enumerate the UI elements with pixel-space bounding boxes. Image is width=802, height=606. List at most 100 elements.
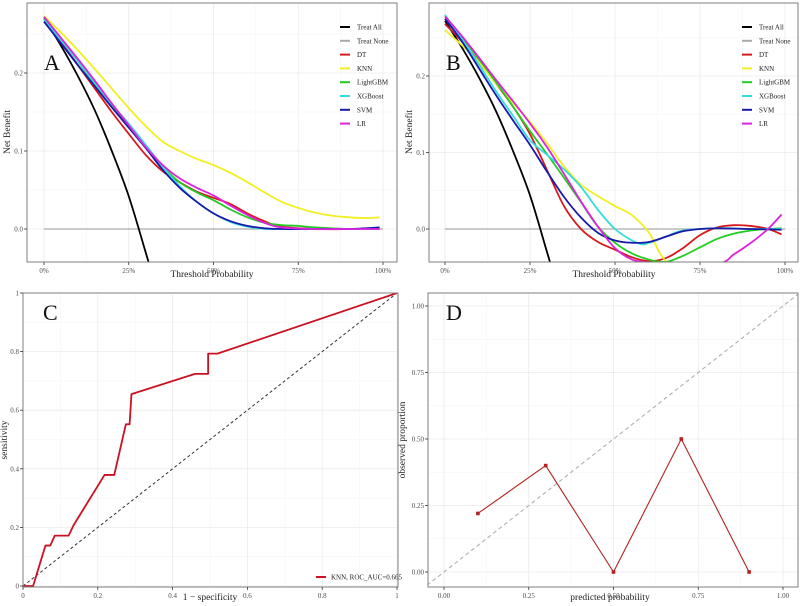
- series-group: [444, 14, 785, 262]
- series-group: [43, 15, 383, 262]
- panel-label: B: [446, 50, 461, 75]
- plot-background: [27, 3, 397, 262]
- series-line-svm: [444, 18, 782, 244]
- legend-label: DT: [759, 51, 769, 59]
- panel-label: A: [44, 50, 60, 75]
- panel-label: C: [43, 300, 58, 325]
- legend-label: Treat None: [759, 37, 790, 45]
- series-line-knn: [43, 15, 380, 219]
- plot-background: [429, 3, 798, 262]
- x-axis-title: 1 − specificity: [183, 592, 238, 603]
- x-tick-label: 1: [395, 592, 399, 600]
- y-tick-label: 0.00: [412, 569, 425, 577]
- series-group: [23, 293, 398, 587]
- y-tick-label: 0.2: [10, 524, 19, 532]
- panel-a: 0% 25% 50% 75% 100% 0.0 0.1 0.2 Threshold Probab…: [2, 2, 398, 280]
- series-line-knn-roc-auc-0-665: [23, 293, 398, 587]
- x-tick-label: 0.6: [243, 592, 252, 600]
- series-line-treat-all: [43, 17, 150, 262]
- y-tick-label: 0.0: [416, 226, 425, 234]
- x-axis-title: Threshold Probability: [170, 270, 253, 280]
- series-group: [428, 293, 798, 586]
- y-axis: 0.0 0.1 0.2: [14, 70, 27, 234]
- series-line-knn: [444, 29, 667, 262]
- series-line-lightgbm: [444, 18, 782, 262]
- series-line-reference: [23, 293, 398, 587]
- legend-label: Treat None: [357, 37, 388, 45]
- series-line-svm: [43, 20, 380, 231]
- legend-label: SVM: [759, 106, 775, 114]
- legend: Treat All Treat None DT KNN LightGBM XGBoost S…: [340, 24, 389, 128]
- legend-label: Treat All: [357, 24, 382, 32]
- x-tick-label: 25%: [122, 267, 135, 275]
- plot-frame: [26, 2, 398, 263]
- panel-d: 0.00 0.25 0.50 0.75 1.00 0.00 0.25 0.50 0.75 1.00…: [398, 292, 799, 603]
- plot-frame: [427, 292, 799, 588]
- plot-background: [23, 293, 398, 587]
- y-tick-label: 0.2: [416, 73, 425, 81]
- y-tick-label: 0.1: [14, 148, 23, 156]
- x-tick-label: 0.2: [93, 592, 102, 600]
- x-tick-label: 75%: [694, 267, 707, 275]
- y-tick-label: 1.00: [412, 303, 425, 311]
- legend-label: LR: [759, 120, 768, 128]
- x-tick-label: 0.4: [168, 592, 177, 600]
- y-tick-label: 0.25: [412, 502, 425, 510]
- x-tick-label: 0.00: [438, 592, 451, 600]
- data-point-marker: [543, 463, 548, 468]
- x-tick-label: 1.00: [777, 592, 790, 600]
- x-axis-title: predicted probability: [570, 593, 650, 603]
- y-axis-title: sensitivity: [0, 420, 10, 459]
- series-line-ideal: [428, 293, 798, 586]
- series-line-lr: [444, 15, 783, 262]
- x-tick-label: 100%: [777, 267, 794, 275]
- y-tick-label: 0.1: [416, 149, 425, 157]
- panel-label: D: [446, 300, 462, 325]
- x-axis-title: Threshold Probability: [572, 270, 655, 280]
- plot-frame: [428, 2, 799, 263]
- x-tick-label: 0.75: [692, 592, 705, 600]
- legend-label: KNN, ROC_AUC=0.665: [331, 574, 403, 582]
- y-axis-title: observed proportion: [398, 401, 408, 478]
- legend-label: XGBoost: [759, 93, 786, 101]
- legend-label: LightGBM: [357, 79, 389, 87]
- y-tick-label: 0.2: [14, 70, 23, 78]
- legend-label: KNN: [357, 65, 372, 73]
- legend: KNN, ROC_AUC=0.665: [316, 574, 403, 582]
- y-tick-label: 0: [16, 583, 20, 591]
- legend: Treat All Treat None DT KNN LightGBM XGBoost S…: [742, 24, 791, 128]
- y-axis: 0.0 0.1 0.2: [416, 73, 429, 234]
- y-axis-title: Net Benefit: [404, 110, 415, 154]
- panel-c: 0 0.2 0.4 0.6 0.8 1 0 0.2 0.4 0.6 0.8 1 1 − specific…: [0, 290, 403, 604]
- grid: [428, 293, 798, 587]
- legend-label: XGBoost: [357, 93, 384, 101]
- legend-label: LightGBM: [759, 79, 791, 87]
- data-point-marker: [679, 437, 684, 441]
- x-tick-label: 100%: [375, 267, 392, 275]
- data-point-marker: [476, 511, 480, 516]
- series-line-treat-all: [444, 20, 551, 262]
- x-tick-label: 0.50: [607, 592, 620, 600]
- y-axis-title: Net Benefit: [2, 110, 13, 154]
- x-tick-label: 0: [21, 592, 25, 600]
- x-axis: 0.00 0.25 0.50 0.75 1.00: [438, 587, 790, 600]
- legend-label: LR: [357, 120, 366, 128]
- y-tick-label: 0.4: [10, 465, 19, 473]
- y-tick-label: 0.50: [412, 436, 425, 444]
- legend-label: KNN: [759, 65, 774, 73]
- legend-label: SVM: [357, 106, 373, 114]
- y-tick-label: 1: [16, 290, 20, 298]
- panel-b: 0% 25% 50% 75% 100% 0.0 0.1 0.2 Threshold Probab…: [404, 2, 799, 280]
- y-axis: 0 0.2 0.4 0.6 0.8 1: [10, 290, 23, 591]
- x-tick-label: 75%: [292, 267, 305, 275]
- plot-frame: [22, 292, 399, 588]
- x-tick-label: 0%: [440, 267, 450, 275]
- x-tick-label: 0.25: [523, 592, 536, 600]
- x-axis: 0% 25% 50% 75% 100%: [440, 262, 793, 275]
- data-point-marker: [611, 570, 616, 574]
- x-axis: 0% 25% 50% 75% 100%: [39, 262, 391, 275]
- y-tick-label: 0.75: [412, 369, 425, 377]
- x-tick-label: 50%: [609, 267, 622, 275]
- x-tick-label: 0%: [39, 267, 49, 275]
